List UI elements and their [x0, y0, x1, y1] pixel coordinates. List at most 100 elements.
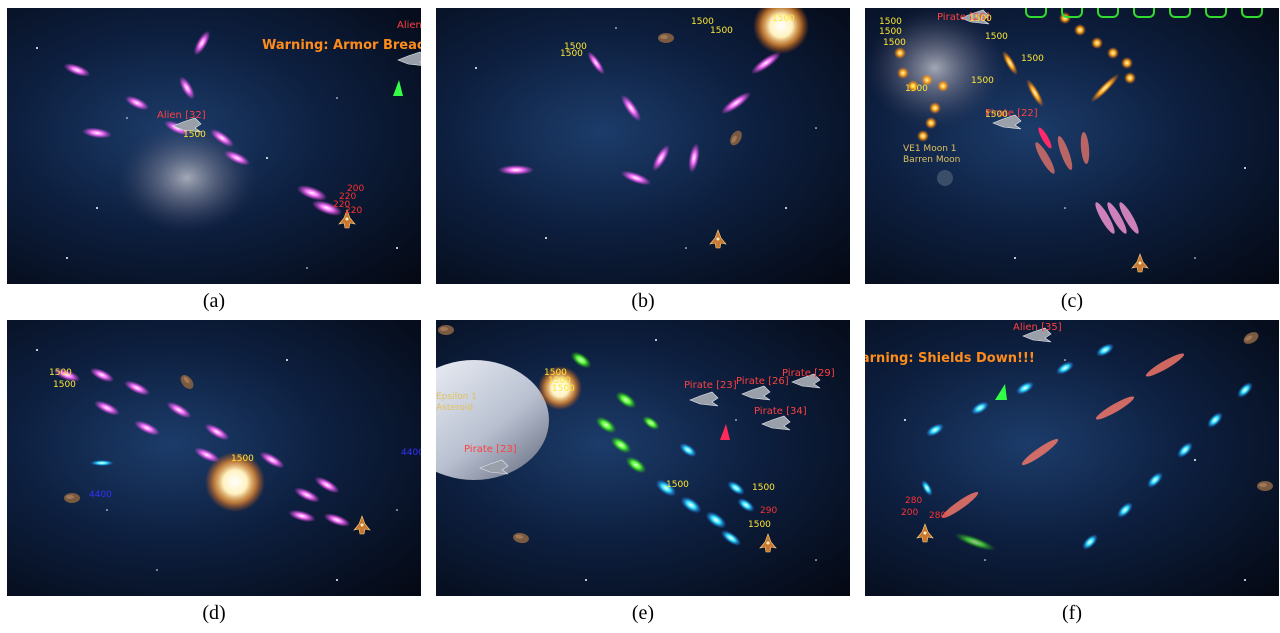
scene-b	[475, 8, 817, 249]
magenta-plasma-bolts	[53, 367, 351, 527]
enemy-label: Pirate [34]	[754, 406, 807, 417]
pink-plasma-bolts	[1095, 202, 1139, 234]
damage-number: 1500	[883, 38, 906, 48]
asteroid	[178, 372, 196, 392]
player-ship	[353, 515, 371, 535]
starfield	[36, 349, 398, 581]
red-bolt	[720, 424, 730, 440]
planet	[436, 360, 549, 480]
game-panel-a: Warning: Armor Breached Alien [32] Alien…	[7, 8, 421, 284]
status-icon	[1061, 8, 1083, 18]
moon	[937, 170, 953, 186]
cyan-bolt	[90, 460, 114, 466]
game-panel-f: Warning: Shields Down!!! Alien [35] 280 …	[865, 320, 1279, 596]
damage-number: 1500	[879, 27, 902, 37]
green-trail	[954, 533, 996, 551]
warning-message: Warning: Armor Breached	[262, 38, 421, 53]
enemy-label: Pirate [23]	[684, 380, 737, 391]
damage-number: 1500	[905, 84, 928, 94]
damage-number: 1500	[748, 520, 771, 530]
damage-number-red: 200	[901, 508, 919, 518]
damage-number-red: 220	[333, 200, 351, 210]
enemy-ship	[397, 51, 421, 67]
enemy-label: Alien [32]	[157, 110, 206, 121]
status-icon	[1205, 8, 1227, 18]
caption-d: (d)	[202, 602, 226, 624]
cyan-plasma-bolts	[655, 442, 755, 547]
game-panel-e: Pirate [23] Pirate [26] Pirate [29] Pira…	[436, 320, 850, 596]
green-bolt	[995, 384, 1007, 400]
status-icon	[1133, 8, 1155, 18]
magenta-plasma-bolts	[63, 30, 343, 216]
enemy-label: Alien [35]	[1013, 322, 1062, 333]
location-type: Asteroid	[436, 403, 474, 413]
starfield	[904, 359, 1246, 581]
player-ship	[1131, 253, 1149, 273]
damage-number-red: 280	[929, 511, 947, 521]
enemy-label: Pirate [26]	[937, 12, 990, 23]
explosion	[538, 366, 582, 410]
damage-number: 1500	[971, 76, 994, 86]
damage-number: 1500	[666, 480, 689, 490]
status-icon	[1025, 8, 1047, 18]
damage-number: 1500	[552, 384, 575, 394]
status-icon	[1169, 8, 1191, 18]
asteroid	[1257, 481, 1273, 491]
green-plasma-bolts	[570, 351, 660, 474]
damage-number: 1500	[548, 376, 571, 386]
enemy-label: Alien	[397, 20, 421, 31]
damage-number: 1500	[969, 14, 992, 24]
game-panel-c: Pirate [26] Pirate [22] 1500 1500 1500 1…	[865, 8, 1279, 284]
status-icon	[1241, 8, 1263, 18]
scene-a	[36, 30, 421, 269]
starfield	[585, 339, 817, 581]
asteroid	[438, 325, 454, 335]
caption-f: (f)	[1062, 602, 1082, 624]
scene-f	[904, 327, 1273, 581]
starfield	[1014, 167, 1246, 259]
caption-c: (c)	[1060, 290, 1084, 312]
damage-number: 1500	[560, 49, 583, 59]
damage-number: 1500	[985, 110, 1008, 120]
caption-e: (e)	[631, 602, 655, 624]
damage-number-blue: 4400	[89, 490, 112, 500]
caption-b: (b)	[631, 290, 655, 312]
player-ship	[709, 229, 727, 249]
status-icon-strip	[1025, 8, 1263, 18]
warning-message: Warning: Shields Down!!!	[865, 351, 1035, 366]
damage-number: 1500	[1021, 54, 1044, 64]
enemy-label: Pirate [23]	[464, 444, 517, 455]
game-panel-d: 1500 1500 1500 4400 4400	[7, 320, 421, 596]
enemy-ship	[741, 385, 771, 401]
enemy-ship	[689, 391, 719, 407]
enemy-label: Pirate [29]	[782, 368, 835, 379]
damage-number-red: 200	[347, 184, 365, 194]
location-name: VE1 Moon 1	[903, 144, 957, 154]
player-ship	[759, 533, 777, 553]
asteroid	[512, 531, 530, 545]
damage-number: 1500	[879, 17, 902, 27]
enemy-ship	[761, 415, 791, 431]
location-name: Epsilon 1	[436, 392, 477, 402]
orange-fireballs	[894, 12, 1136, 142]
damage-number: 1500	[710, 26, 733, 36]
enemy-label: Pirate [26]	[736, 376, 789, 387]
scene-c	[865, 8, 1246, 273]
scene-d	[36, 349, 398, 581]
damage-number-red: 280	[905, 496, 923, 506]
damage-number-red: 220	[345, 206, 363, 216]
enemy-label: Pirate [22]	[985, 108, 1038, 119]
asteroid	[1241, 329, 1261, 347]
caption-a: (a)	[202, 290, 226, 312]
asteroid	[64, 493, 80, 503]
scene-e	[436, 325, 821, 581]
asteroid	[727, 128, 745, 148]
nebula-cloud	[865, 8, 1005, 128]
damage-number-red: 290	[760, 506, 778, 516]
explosion	[753, 8, 809, 54]
nebula-cloud	[117, 123, 257, 233]
location-label: VE1 Moon 1 Barren Moon	[903, 144, 960, 166]
salmon-lasers	[941, 353, 1185, 519]
damage-number-blue: 4400	[401, 448, 421, 458]
damage-number: 1500	[183, 130, 206, 140]
